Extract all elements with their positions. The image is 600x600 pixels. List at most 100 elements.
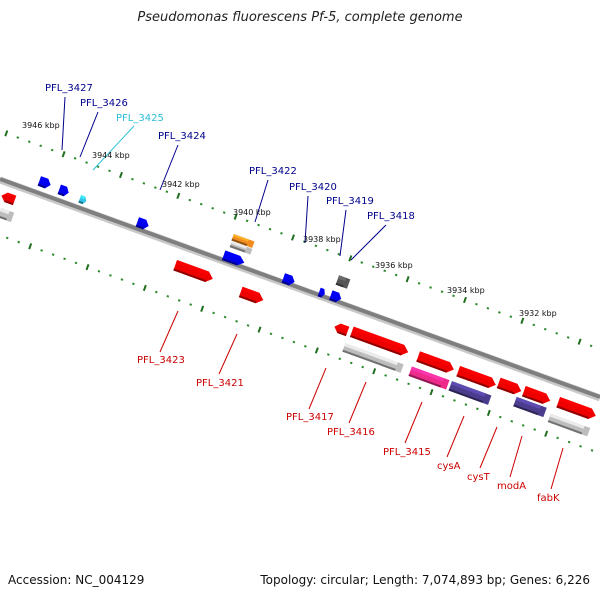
minor-tick [441,394,445,398]
gene-label[interactable]: PFL_3425 [116,113,164,124]
gene-label[interactable]: PFL_3420 [289,182,337,193]
gene-label[interactable]: cysA [437,461,461,472]
gene-label[interactable]: PFL_3417 [286,412,334,423]
gene-feature[interactable] [57,184,71,198]
gene-feature[interactable] [333,322,350,337]
leader-line [479,426,498,469]
minor-tick [199,202,203,206]
gene-label[interactable]: PFL_3418 [367,211,415,222]
gene-feature[interactable] [342,343,404,373]
gene-feature[interactable] [416,351,455,374]
minor-tick [154,290,158,294]
gene-feature[interactable] [448,381,492,405]
minor-tick [533,428,537,431]
gene-feature[interactable] [135,217,151,230]
gene-feature[interactable] [0,191,17,206]
minor-tick [40,249,44,252]
minor-tick [590,449,594,452]
minor-tick [27,140,31,143]
gene-feature[interactable] [221,250,246,268]
gene-feature[interactable] [229,241,253,255]
kbp-label: 3944 kbp [92,151,130,160]
minor-tick [97,269,101,273]
major-tick [463,296,467,304]
gene-feature[interactable] [408,366,450,390]
minor-tick [325,248,329,252]
gene-feature[interactable] [78,195,87,205]
kbp-label: 3942 kbp [162,180,200,189]
minor-tick [475,407,479,411]
gene-feature[interactable] [329,290,343,303]
labels: 3946 kbp 3944 kbp 3942 kbp 3940 kbp 3938 kbp… [22,83,560,504]
minor-tick [269,332,273,336]
gene-label[interactable]: PFL_3421 [196,378,244,389]
minor-tick [222,211,226,214]
minor-tick [17,240,21,244]
gene-feature[interactable] [547,413,591,437]
minor-tick [177,299,181,302]
major-tick [577,338,582,345]
minor-tick [268,227,272,231]
minor-tick [5,236,9,240]
major-tick [314,347,319,354]
label-leader-lines [61,96,564,490]
gene-label[interactable]: cysT [467,472,491,483]
major-tick [520,317,525,324]
minor-tick [142,182,146,185]
minor-tick [39,144,43,148]
minor-tick [521,424,525,427]
minor-tick [349,361,353,365]
gene-feature[interactable] [521,386,552,406]
minor-tick [189,303,193,306]
gene-label[interactable]: PFL_3427 [45,83,93,94]
major-tick [200,305,205,312]
leader-line [550,447,564,490]
gene-label[interactable]: PFL_3419 [326,196,374,207]
gene-label[interactable]: PFL_3424 [158,131,206,142]
gene-feature[interactable] [513,396,547,418]
minor-tick [326,353,330,356]
gene-label[interactable]: PFL_3423 [137,355,185,366]
gene-feature[interactable] [0,207,15,223]
gene-feature[interactable] [37,176,53,189]
gene-label[interactable]: modA [497,481,526,492]
gene-feature[interactable] [496,377,523,397]
minor-tick [109,274,112,277]
gene-label[interactable]: PFL_3415 [383,447,431,458]
kbp-label: 3938 kbp [303,235,341,244]
gene-label[interactable]: PFL_3416 [327,427,375,438]
minor-tick [235,319,238,323]
major-tick [4,130,9,137]
gene-feature[interactable] [317,287,327,299]
minor-tick [453,399,456,402]
major-tick [544,430,549,437]
gene-features [0,176,597,437]
leader-line [159,144,179,191]
minor-tick [85,161,88,164]
accession-text: Accession: NC_004129 [8,573,145,587]
kbp-label: 3936 kbp [375,261,413,270]
minor-tick [51,253,55,256]
gene-feature[interactable] [173,260,214,284]
minor-tick [73,157,77,160]
minor-tick [257,223,260,227]
minor-tick [96,165,100,168]
gene-label[interactable]: fabK [537,493,560,504]
gene-label[interactable]: PFL_3426 [80,98,128,109]
gene-feature[interactable] [335,275,351,289]
genome-summary-text: Topology: circular; Length: 7,074,893 bp… [260,573,590,587]
gene-feature[interactable] [556,397,597,421]
gene-feature[interactable] [238,286,265,306]
minor-tick [338,357,342,361]
minor-tick [246,324,250,327]
gene-feature[interactable] [281,273,297,286]
gene-label[interactable]: PFL_3422 [249,166,297,177]
gene-feature[interactable] [349,326,410,358]
minor-tick [509,315,513,318]
minor-tick [165,190,169,193]
minor-tick [417,282,421,285]
minor-tick [418,386,422,390]
leader-line [348,381,367,424]
gene-feature[interactable] [456,366,497,390]
gene-feature[interactable] [231,233,255,249]
